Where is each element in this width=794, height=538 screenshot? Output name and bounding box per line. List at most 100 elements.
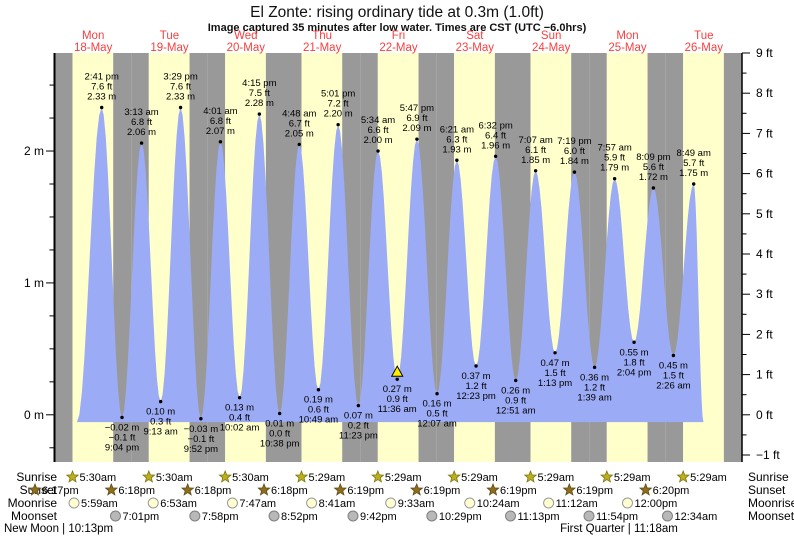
- day-label-date: 26-May: [685, 42, 724, 54]
- tide-high-time: 4:01 am: [203, 106, 237, 117]
- tide-low-m: 0.27 m: [383, 384, 412, 395]
- current-time-marker: [390, 365, 404, 377]
- sunrise-icon: [294, 469, 309, 483]
- sunset-icon: [28, 482, 42, 496]
- tide-low-ft: −0.1 ft: [188, 434, 215, 445]
- sunset-icon: [638, 482, 653, 496]
- tide-high-m: 2.33 m: [87, 91, 116, 102]
- tide-high-time: 8:49 am: [677, 148, 711, 159]
- tide-low-m: 0.10 m: [146, 407, 175, 418]
- sunset-icon: [104, 482, 119, 496]
- y-axis-label-left: 2 m: [24, 144, 44, 158]
- tide-point: [297, 142, 301, 147]
- tide-point: [376, 149, 380, 153]
- tide-high-ft: 6.6 ft: [367, 125, 388, 136]
- tide-point: [356, 403, 361, 408]
- tide-low-ft: −0.1 ft: [109, 432, 136, 443]
- tide-low-m: 0.01 m: [265, 418, 294, 429]
- sunset-time: 6:19pm: [576, 485, 613, 497]
- tide-low-ft: 0.6 ft: [308, 405, 329, 416]
- sunset-icon: [180, 482, 195, 496]
- moonset-icon: [109, 510, 121, 522]
- y-axis-label-left: 1 m: [24, 276, 44, 290]
- tide-low-time: 12:23 pm: [456, 391, 496, 402]
- sunrise-time: 5:29am: [461, 472, 498, 484]
- moonrise-time: 7:47am: [239, 498, 276, 510]
- tide-low-m: −0.02 m: [105, 422, 140, 433]
- sunrise-icon: [65, 469, 80, 483]
- moonset-time: 9:42pm: [360, 511, 397, 523]
- tide-point: [671, 353, 676, 358]
- tide-high-m: 2.05 m: [285, 128, 314, 139]
- day-label-weekday: Tue: [160, 30, 179, 42]
- tide-low-m: −0.03 m: [184, 424, 219, 435]
- y-axis-label-right: 4 ft: [756, 247, 773, 261]
- row-label-moonset-left: Moonset: [11, 509, 58, 523]
- row-label-sunrise-right: Sunrise: [748, 470, 789, 484]
- tide-point: [572, 170, 577, 174]
- tide-low-ft: 1.2 ft: [584, 382, 605, 393]
- y-axis-label-right: 8 ft: [756, 86, 773, 100]
- sunrise-icon: [371, 469, 385, 483]
- tide-high-m: 2.00 m: [364, 135, 393, 146]
- tide-low-ft: 0.3 ft: [150, 417, 171, 428]
- day-label-weekday: Fri: [392, 30, 405, 42]
- tide-high-m: 2.09 m: [402, 123, 431, 134]
- tide-low-m: 0.47 m: [541, 358, 570, 369]
- moonset-time: 11:54pm: [596, 511, 638, 523]
- tide-low-time: 11:36 am: [378, 404, 417, 415]
- tide-low-time: 1:39 am: [577, 392, 611, 403]
- y-axis-label-right: 1 ft: [756, 368, 773, 382]
- day-label-weekday: Mon: [82, 30, 104, 42]
- row-label-sunset-right: Sunset: [748, 483, 786, 497]
- day-label-date: 18-May: [74, 42, 113, 54]
- y-axis-label-right: 3 ft: [756, 287, 773, 301]
- moonset-icon: [505, 510, 517, 522]
- tide-high-ft: 6.4 ft: [485, 130, 506, 141]
- sunset-time: 6:20pm: [653, 485, 690, 497]
- tide-point: [533, 169, 538, 173]
- sunrise-icon: [676, 469, 690, 483]
- moonrise-icon: [622, 497, 633, 509]
- moonrise-icon: [464, 497, 476, 509]
- tide-high-ft: 6.0 ft: [564, 146, 585, 157]
- row-label-moonrise-left: Moonrise: [8, 496, 58, 510]
- tide-point: [139, 141, 144, 145]
- moonset-time: 12:34am: [674, 511, 717, 523]
- tide-high-time: 7:57 am: [597, 143, 631, 154]
- tide-high-m: 1.93 m: [442, 144, 471, 155]
- moonrise-time: 10:24am: [477, 498, 520, 510]
- tide-high-ft: 6.7 ft: [289, 118, 310, 129]
- tide-point: [158, 399, 163, 404]
- y-axis-label-right: 0 ft: [756, 408, 773, 422]
- tide-high-ft: 5.6 ft: [643, 162, 664, 173]
- day-label-weekday: Mon: [616, 30, 638, 42]
- moonset-icon: [426, 510, 438, 522]
- tide-high-time: 3:29 pm: [163, 71, 197, 82]
- tide-high-ft: 6.1 ft: [525, 145, 546, 156]
- tide-low-m: 0.19 m: [304, 395, 333, 406]
- sunrise-time: 5:30am: [232, 472, 269, 484]
- moonrise-icon: [306, 497, 318, 509]
- chart-title: El Zonte: rising ordinary tide at 0.3m (…: [250, 4, 544, 21]
- tide-high-time: 5:34 am: [361, 115, 395, 126]
- sunrise-icon: [523, 469, 538, 483]
- tide-low-ft: 0.0 ft: [269, 428, 290, 439]
- tide-low-ft: 1.5 ft: [544, 368, 565, 379]
- sunrise-icon: [600, 469, 614, 483]
- sunrise-time: 5:30am: [156, 472, 193, 484]
- row-label-moonrise-right: Moonrise: [748, 496, 794, 510]
- moonrise-icon: [385, 497, 397, 509]
- tide-high-ft: 7.6 ft: [91, 81, 112, 92]
- moonrise-icon: [226, 497, 238, 509]
- tide-low-m: 0.16 m: [423, 399, 452, 410]
- tide-high-m: 1.72 m: [639, 172, 668, 183]
- row-label-sunrise-left: Sunrise: [16, 470, 57, 484]
- tide-high-ft: 7.2 ft: [328, 99, 349, 110]
- night-band: [113, 53, 132, 462]
- tide-high-ft: 7.6 ft: [170, 81, 191, 92]
- sunrise-icon: [218, 469, 232, 483]
- moonset-time: 7:58pm: [202, 511, 239, 523]
- sunrise-time: 5:29am: [308, 472, 345, 484]
- tide-low-time: 12:07 am: [417, 419, 457, 430]
